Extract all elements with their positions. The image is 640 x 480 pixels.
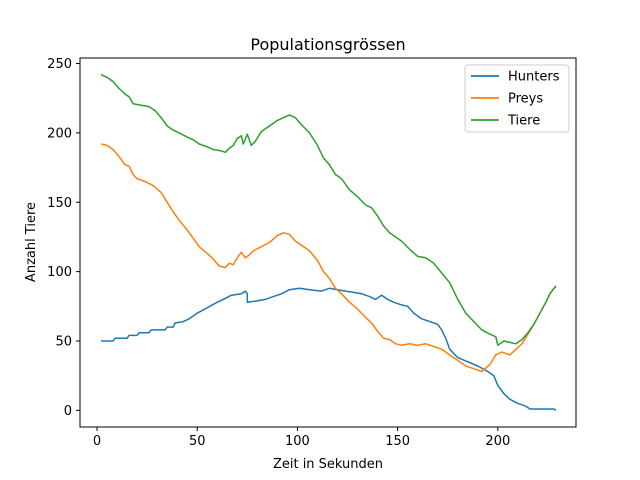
legend-label-tiere: Tiere	[507, 114, 540, 129]
series-line-tiere	[100, 73, 557, 346]
x-tick-label: 100	[285, 434, 310, 449]
y-tick-label: 100	[47, 265, 72, 280]
series-line-hunters	[101, 287, 557, 412]
axis-ticks: 0 50 100 150 200 0 50 100 150 200 250	[47, 57, 510, 449]
plot-area-frame	[79, 57, 577, 428]
series-line-preys	[100, 143, 557, 373]
x-tick-label: 0	[93, 434, 101, 449]
legend-box	[464, 64, 570, 133]
x-tick-label: 200	[485, 434, 510, 449]
y-tick-label: 150	[47, 196, 72, 211]
legend-label-hunters: Hunters	[508, 70, 560, 85]
legend: Hunters Preys Tiere	[464, 64, 570, 133]
y-axis-label: Anzahl Tiere	[24, 202, 39, 282]
y-tick-label: 200	[47, 126, 72, 141]
x-tick-label: 50	[189, 434, 206, 449]
y-tick-label: 0	[64, 404, 72, 419]
x-tick-label: 150	[385, 434, 410, 449]
series-lines	[100, 73, 557, 412]
y-tick-label: 50	[55, 334, 72, 349]
chart-title: Populationsgrössen	[250, 35, 405, 54]
x-axis-label: Zeit in Sekunden	[273, 457, 383, 472]
legend-label-preys: Preys	[508, 92, 543, 107]
y-tick-label: 250	[47, 57, 72, 72]
